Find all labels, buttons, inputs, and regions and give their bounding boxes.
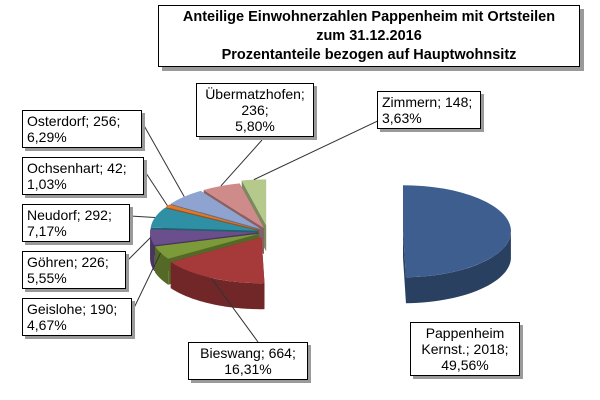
leader-line-zimmern — [253, 117, 385, 181]
pie-slice-bieswang — [170, 237, 265, 310]
title-line-3: Prozentanteile bezogen auf Hauptwohnsitz — [221, 47, 517, 63]
data-label-geislohe: Geislohe; 190; 4,67% — [22, 298, 132, 336]
chart-title: Anteilige Einwohnerzahlen Pappenheim mit… — [158, 5, 580, 67]
leader-line-neudorf — [129, 215, 156, 218]
data-label-goehren: Göhren; 226; 5,55% — [22, 251, 126, 289]
leader-line-uebermatzhofen — [220, 139, 263, 187]
data-label-zimmern: Zimmern; 148; 3,63% — [377, 91, 481, 129]
data-label-neudorf: Neudorf; 292; 7,17% — [22, 204, 130, 242]
title-line-1: Anteilige Einwohnerzahlen Pappenheim mit… — [182, 9, 556, 25]
pie-slice-pappenheim — [402, 185, 511, 304]
data-label-uebermatzhofen: Übermatzhofen; 236; 5,80% — [196, 83, 314, 137]
leader-line-geislohe — [131, 252, 162, 313]
leader-line-bieswang — [210, 277, 259, 343]
data-label-ochsenhart: Ochsenhart; 42; 1,03% — [22, 157, 144, 195]
leader-line-goehren — [125, 236, 152, 263]
data-label-pappenheim: Pappenheim Kernst.; 2018; 49,56% — [410, 322, 520, 376]
title-line-2: zum 31.12.2016 — [316, 28, 422, 44]
data-label-osterdorf: Osterdorf; 256; 6,29% — [22, 110, 142, 148]
data-label-bieswang: Bieswang; 664; 16,31% — [188, 342, 308, 380]
leader-line-osterdorf — [141, 121, 185, 197]
leader-line-ochsenhart — [143, 169, 168, 206]
